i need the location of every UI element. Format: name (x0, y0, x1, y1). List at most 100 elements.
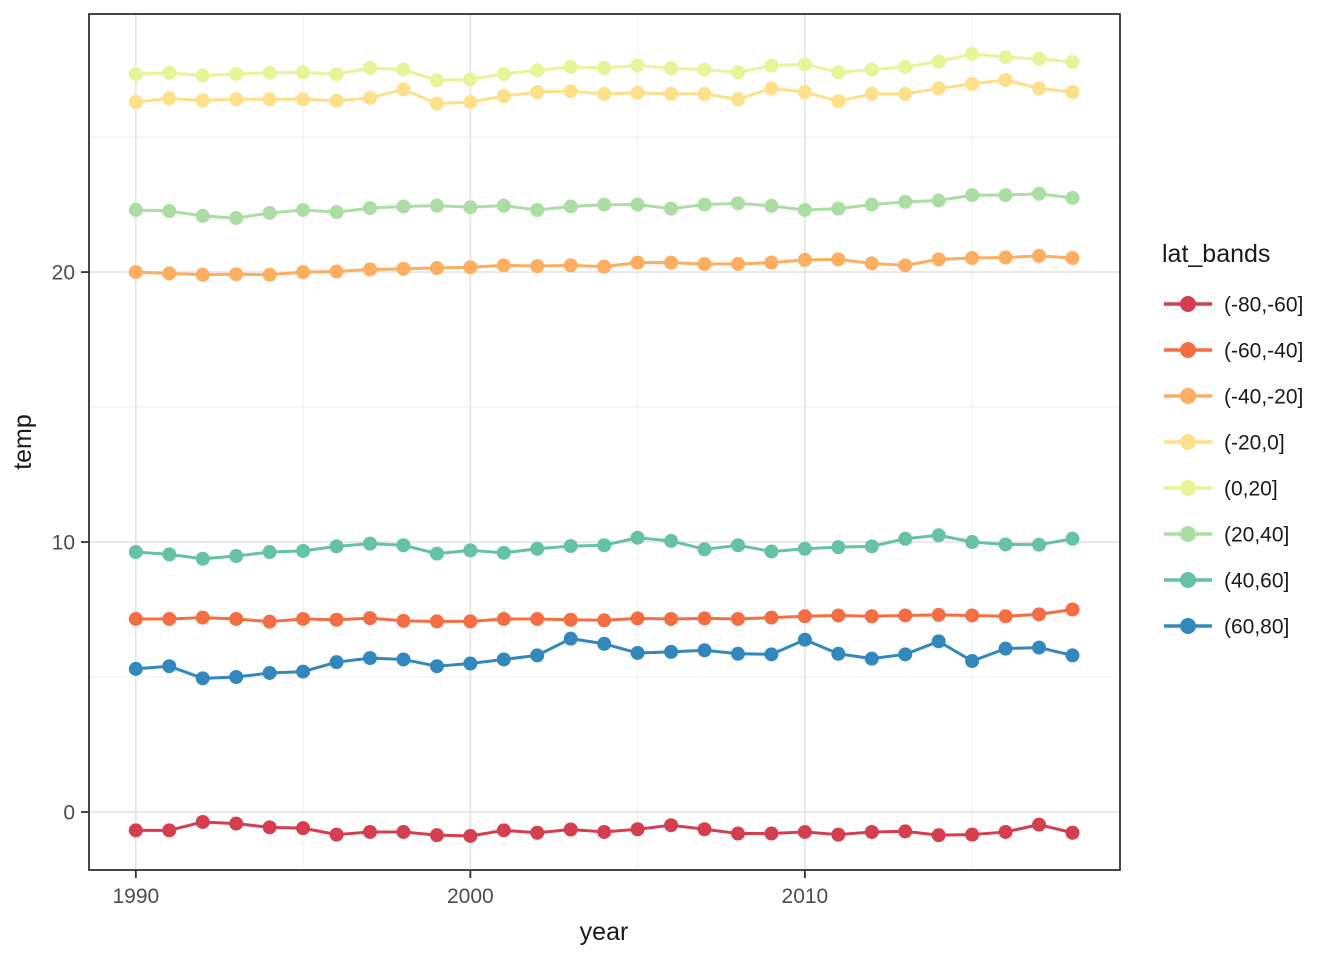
data-point (764, 198, 779, 213)
data-point (1032, 537, 1047, 552)
data-point (128, 66, 143, 81)
data-point (898, 258, 913, 273)
data-point (898, 824, 913, 839)
data-point (898, 59, 913, 74)
data-point (128, 202, 143, 217)
data-point (128, 611, 143, 626)
data-point (797, 541, 812, 556)
data-point (329, 264, 344, 279)
data-point (463, 95, 478, 110)
data-point (229, 66, 244, 81)
data-point (563, 258, 578, 273)
data-point (262, 545, 277, 560)
legend-key-point (1180, 342, 1196, 358)
legend-key-point (1180, 296, 1196, 312)
data-point (697, 643, 712, 658)
data-point (697, 197, 712, 212)
data-point (162, 611, 177, 626)
data-point (396, 62, 411, 77)
data-point (329, 612, 344, 627)
data-point (429, 73, 444, 88)
data-point (329, 827, 344, 842)
data-point (496, 89, 511, 104)
data-point (429, 261, 444, 276)
data-point (931, 828, 946, 843)
legend-title: lat_bands (1162, 240, 1270, 268)
data-point (597, 60, 612, 75)
data-point (530, 825, 545, 840)
data-point (162, 823, 177, 838)
data-point (563, 84, 578, 99)
y-axis-title: temp (9, 414, 37, 470)
data-point (1065, 602, 1080, 617)
data-point (195, 93, 210, 108)
data-point (195, 68, 210, 83)
data-point (597, 86, 612, 101)
legend-key-point (1180, 434, 1196, 450)
legend-label: (-40,-20] (1224, 386, 1303, 409)
data-point (162, 91, 177, 106)
data-point (664, 611, 679, 626)
series-(-80,-60] (128, 814, 1080, 843)
series-(-20,0] (128, 72, 1080, 111)
data-point (697, 256, 712, 271)
data-point (998, 609, 1013, 624)
x-axis-title: year (580, 918, 629, 946)
data-point (262, 614, 277, 629)
data-point (730, 256, 745, 271)
data-point (864, 651, 879, 666)
data-point (229, 611, 244, 626)
data-point (329, 93, 344, 108)
data-point (898, 531, 913, 546)
data-point (463, 200, 478, 215)
series-(-40,-20] (128, 248, 1080, 282)
data-point (664, 818, 679, 833)
legend-label: (20,40] (1224, 524, 1289, 547)
data-point (362, 262, 377, 277)
data-point (296, 265, 311, 280)
data-point (162, 266, 177, 281)
data-point (496, 611, 511, 626)
data-point (931, 528, 946, 543)
data-point (195, 814, 210, 829)
data-point (496, 652, 511, 667)
data-point (931, 634, 946, 649)
data-point (362, 60, 377, 75)
data-point (128, 265, 143, 280)
data-point (396, 652, 411, 667)
data-point (797, 632, 812, 647)
data-point (998, 50, 1013, 65)
data-point (965, 188, 980, 203)
data-point (730, 826, 745, 841)
data-point (931, 193, 946, 208)
data-point (797, 202, 812, 217)
data-point (563, 59, 578, 74)
data-point (128, 661, 143, 676)
data-point (931, 81, 946, 96)
data-point (965, 535, 980, 550)
data-point (396, 538, 411, 553)
data-point (563, 612, 578, 627)
data-point (429, 659, 444, 674)
data-point (697, 611, 712, 626)
data-point (396, 613, 411, 628)
data-point (797, 85, 812, 100)
series-(40,60] (128, 528, 1080, 566)
data-point (128, 95, 143, 110)
data-point (730, 611, 745, 626)
legend-key-point (1180, 526, 1196, 542)
data-point (1032, 607, 1047, 622)
data-point (630, 611, 645, 626)
y-tick-label: 10 (52, 532, 75, 555)
data-point (563, 199, 578, 214)
data-point (229, 816, 244, 831)
data-point (1032, 51, 1047, 66)
data-point (429, 198, 444, 213)
data-point (1032, 186, 1047, 201)
data-point (162, 659, 177, 674)
data-point (362, 90, 377, 105)
data-point (597, 824, 612, 839)
data-point (396, 199, 411, 214)
data-point (664, 201, 679, 216)
data-point (831, 94, 846, 109)
